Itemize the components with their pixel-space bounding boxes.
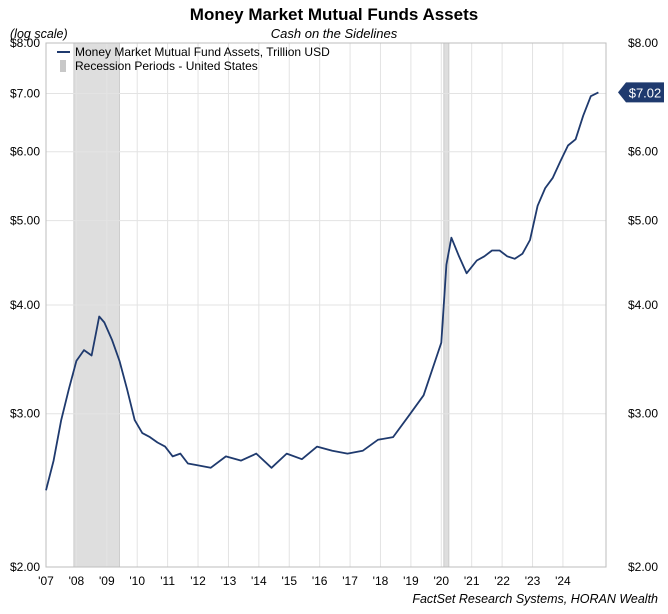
x-tick-label-5: '12 xyxy=(190,574,206,588)
x-tick-label-16: '23 xyxy=(525,574,541,588)
x-tick-label-4: '11 xyxy=(160,574,175,588)
y-tick-label-right-6: $8.00 xyxy=(628,36,658,50)
x-tick-label-8: '15 xyxy=(281,574,297,588)
x-tick-label-17: '24 xyxy=(555,574,571,588)
series-layer xyxy=(45,91,599,491)
legend: Money Market Mutual Fund Assets, Trillio… xyxy=(57,45,330,73)
y-tick-label-right-4: $6.00 xyxy=(628,145,658,159)
end-label-text: $7.02 xyxy=(629,85,662,100)
end-value-label: $7.02 xyxy=(618,82,664,103)
x-tick-label-10: '17 xyxy=(342,574,358,588)
x-tick-label-13: '20 xyxy=(433,574,449,588)
y-tick-label-left-0: $2.00 xyxy=(10,560,40,574)
y-tick-label-left-4: $6.00 xyxy=(10,145,40,159)
x-tick-label-14: '21 xyxy=(464,574,480,588)
series-line-0 xyxy=(45,91,599,491)
y-tick-label-right-3: $5.00 xyxy=(628,214,658,228)
y-tick-label-right-2: $4.00 xyxy=(628,298,658,312)
plot-border xyxy=(45,42,607,568)
x-tick-label-7: '14 xyxy=(251,574,267,588)
end-label-tag xyxy=(618,82,664,103)
scale-note: (log scale) xyxy=(10,27,68,41)
y-tick-label-right-1: $3.00 xyxy=(628,407,658,421)
chart-title: Money Market Mutual Funds Assets xyxy=(189,5,479,24)
y-tick-label-left-1: $3.00 xyxy=(10,407,40,421)
plot-frame xyxy=(45,42,607,568)
x-axis: '07 '08 '09 '10 '11 '12 '13 '14 '15 '16 '17 '18 '19 '… xyxy=(38,574,571,588)
x-tick-label-12: '19 xyxy=(403,574,419,588)
y-tick-label-left-6: $8.00 xyxy=(10,36,40,50)
y-tick-label-left-5: $7.00 xyxy=(10,86,40,100)
x-tick-label-2: '09 xyxy=(99,574,115,588)
x-tick-label-3: '10 xyxy=(129,574,145,588)
legend-label-0: Money Market Mutual Fund Assets, Trillio… xyxy=(75,45,330,59)
y-tick-label-right-0: $2.00 xyxy=(628,560,658,574)
x-tick-label-11: '18 xyxy=(373,574,389,588)
x-tick-label-0: '07 xyxy=(38,574,54,588)
legend-box-swatch-1 xyxy=(60,60,66,72)
chart-subtitle: Cash on the Sidelines xyxy=(270,26,398,41)
x-tick-label-15: '22 xyxy=(494,574,510,588)
x-tick-label-9: '16 xyxy=(312,574,328,588)
y-tick-label-left-2: $4.00 xyxy=(10,298,40,312)
x-tick-label-1: '08 xyxy=(69,574,85,588)
y-axis-left: $2.00 $3.00 $4.00 $5.00 $6.00 $7.00 $8.00 xyxy=(10,36,40,574)
legend-label-1: Recession Periods - United States xyxy=(75,59,258,73)
gridlines xyxy=(45,42,606,568)
x-tick-label-6: '13 xyxy=(221,574,237,588)
y-axis-right: $2.00$3.00$4.00$5.00$6.00$7.00$8.00 xyxy=(628,36,658,574)
source-note: FactSet Research Systems, HORAN Wealth xyxy=(412,592,658,606)
y-tick-label-left-3: $5.00 xyxy=(10,214,40,228)
